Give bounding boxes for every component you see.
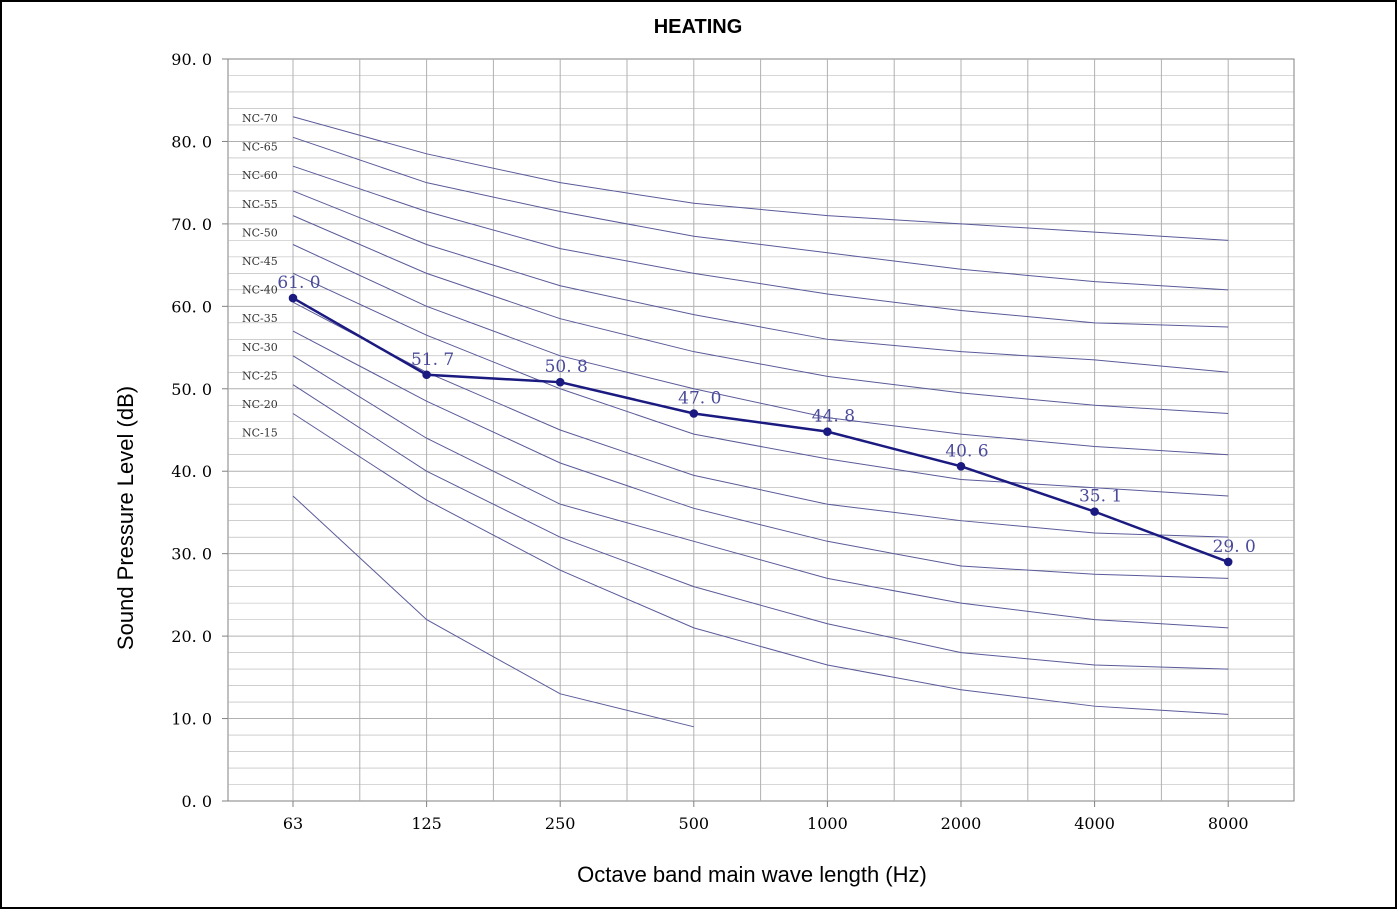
data-label: 44. 8: [812, 407, 855, 427]
nc-curve: [292, 136, 1229, 291]
x-axis-title: Octave band main wave length (Hz): [577, 862, 927, 887]
nc-curve-label: NC-55: [242, 198, 278, 211]
y-tick-label: 10. 0: [171, 710, 212, 729]
nc-curve-label: NC-35: [242, 312, 278, 325]
y-tick-label: 70. 0: [171, 215, 212, 234]
x-tick-label: 500: [679, 814, 710, 833]
y-tick-label: 40. 0: [171, 462, 212, 481]
y-tick-label: 30. 0: [171, 545, 212, 564]
nc-curve: [292, 495, 694, 728]
nc-curve-label: NC-30: [242, 341, 278, 354]
measured-point: [1090, 507, 1099, 516]
data-label: 50. 8: [545, 357, 588, 377]
nc-curve: [292, 190, 1229, 373]
y-tick-label: 90. 0: [171, 50, 212, 69]
nc-curve-label: NC-45: [242, 255, 278, 268]
data-label: 47. 0: [678, 389, 721, 409]
nc-curve: [292, 272, 1229, 497]
nc-curve-label: NC-40: [242, 284, 278, 297]
nc-curve-label: NC-65: [242, 141, 278, 154]
nc-curve-label: NC-50: [242, 226, 278, 239]
y-tick-label: 80. 0: [171, 132, 212, 151]
measured-point: [555, 377, 565, 387]
nc-curve: [292, 413, 1229, 715]
x-tick-label: 1000: [807, 814, 848, 833]
y-axis-title: Sound Pressure Level (dB): [113, 386, 138, 650]
chart-title: HEATING: [654, 16, 743, 38]
nc-curve: [292, 215, 1229, 415]
data-label: 40. 6: [945, 441, 988, 461]
x-tick-label: 4000: [1074, 814, 1115, 833]
x-tick-label: 250: [545, 814, 576, 833]
nc-curve: [292, 244, 1229, 456]
nc-curves: [292, 116, 1229, 728]
nc-curve: [292, 116, 1229, 241]
y-tick-label: 60. 0: [171, 297, 212, 316]
y-tick-label: 20. 0: [171, 627, 212, 646]
y-tick-label: 50. 0: [171, 380, 212, 399]
measured-line: [292, 297, 1229, 564]
measured-point: [689, 409, 699, 418]
nc-curve: [292, 355, 1229, 629]
nc-curve: [292, 330, 1229, 579]
x-tick-label: 125: [411, 814, 442, 833]
measured-point: [422, 370, 431, 380]
nc-curve-label: NC-20: [242, 398, 278, 411]
nc-curve-label: NC-15: [242, 427, 278, 440]
measured-point: [956, 461, 966, 471]
y-tick-label: 0. 0: [181, 792, 212, 811]
grid: 0. 0 10. 0 20. 0 30. 0 40. 0 50. 0 60. 0 70. 0 8…: [171, 50, 1294, 833]
nc-curve: [292, 301, 1229, 538]
nc-curve: [292, 165, 1229, 328]
nc-curve: [292, 384, 1229, 670]
measured-series: [288, 293, 1233, 567]
measured-point: [823, 427, 832, 436]
data-label: 61. 0: [277, 273, 320, 293]
nc-curve-label: NC-25: [242, 369, 278, 382]
nc-curve-label: NC-60: [242, 169, 278, 182]
x-tick-label: 63: [283, 814, 303, 833]
measured-point: [288, 293, 298, 303]
labels: NC-70 NC-65 NC-60 NC-55 NC-50 NC-45 NC-40 NC-35…: [242, 112, 1256, 557]
nc-curve-label: NC-70: [242, 112, 278, 125]
x-tick-label: 2000: [941, 814, 982, 833]
data-label: 51. 7: [411, 350, 454, 370]
data-label: 29. 0: [1213, 537, 1256, 557]
measured-point: [1223, 557, 1233, 567]
x-tick-label: 8000: [1208, 814, 1249, 833]
data-label: 35. 1: [1079, 487, 1122, 507]
